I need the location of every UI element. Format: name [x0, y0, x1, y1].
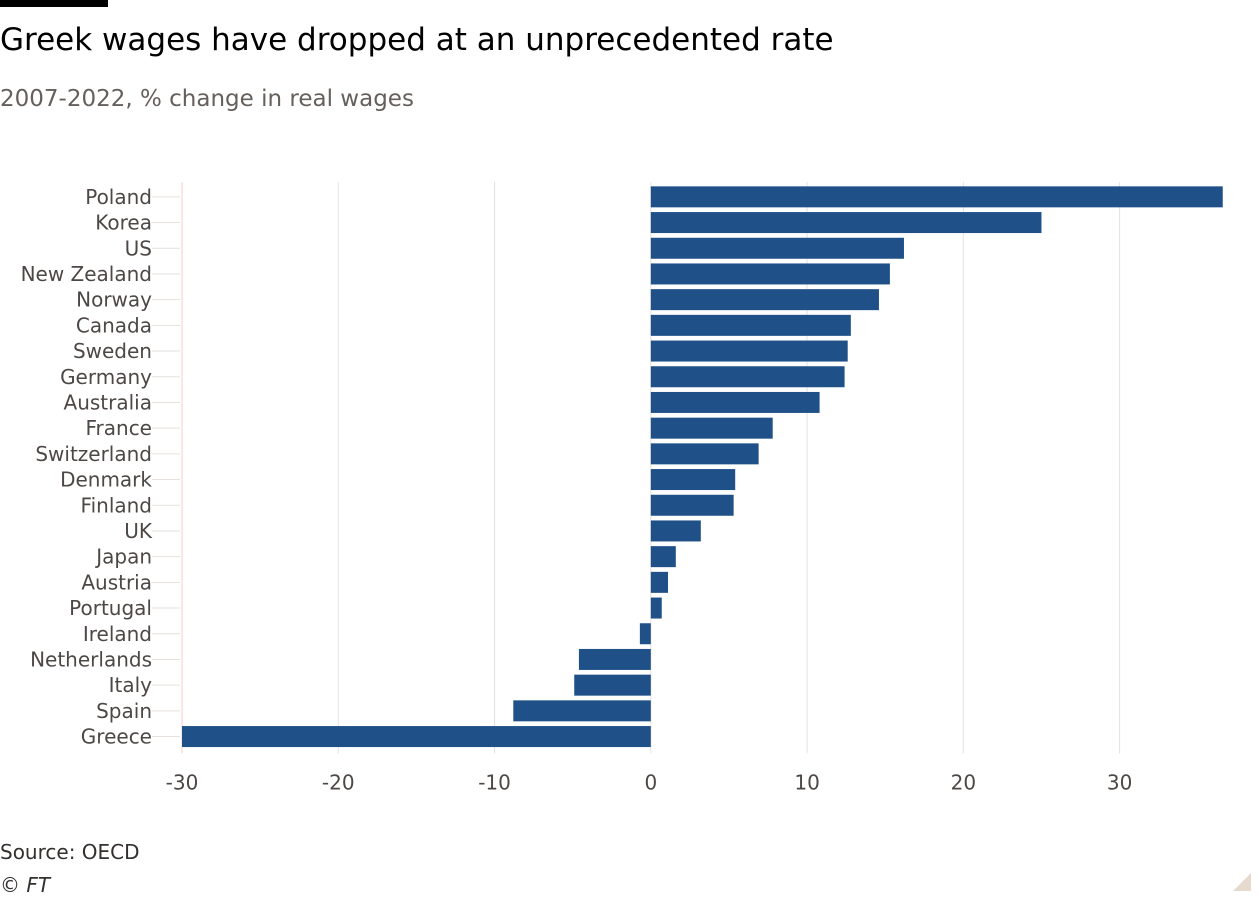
bar-netherlands [578, 648, 651, 670]
top-rule [0, 0, 108, 7]
category-label: Germany [60, 365, 152, 389]
source-note: Source: OECD [0, 840, 140, 864]
corner-mark [1233, 873, 1251, 891]
x-tick-label: -30 [166, 770, 199, 794]
category-label: Ireland [83, 622, 152, 646]
bar-korea [650, 212, 1042, 234]
category-label: Denmark [60, 468, 152, 492]
bar-sweden [650, 340, 848, 362]
category-label: Spain [96, 699, 152, 723]
bar-australia [650, 391, 820, 413]
bar-finland [650, 494, 734, 516]
category-label: Poland [85, 185, 152, 209]
bar-portugal [650, 597, 662, 619]
category-label: Norway [76, 288, 152, 312]
category-label: Netherlands [30, 647, 152, 671]
x-tick-label: 10 [794, 770, 819, 794]
bar-canada [650, 314, 851, 336]
bar-greece [182, 726, 651, 748]
category-label: Portugal [69, 596, 152, 620]
x-tick-label: 0 [644, 770, 657, 794]
bar-switzerland [650, 443, 759, 465]
bar-norway [650, 289, 879, 311]
category-label: Japan [94, 545, 152, 569]
category-label: Australia [64, 390, 152, 414]
x-tick-label: 20 [951, 770, 976, 794]
category-label: Italy [109, 673, 153, 697]
chart-title: Greek wages have dropped at an unprecede… [0, 22, 834, 58]
category-label: New Zealand [21, 262, 152, 286]
bar-japan [650, 546, 676, 568]
chart-subtitle: 2007-2022, % change in real wages [0, 86, 414, 112]
x-tick-label: -20 [322, 770, 355, 794]
category-label: Finland [81, 493, 152, 517]
category-label: Sweden [73, 339, 152, 363]
category-label: US [125, 236, 152, 260]
bar-france [650, 417, 773, 439]
bar-austria [650, 571, 668, 593]
bar-poland [650, 186, 1223, 208]
category-label: Austria [81, 570, 152, 594]
bar-italy [574, 674, 651, 696]
bar-us [650, 237, 904, 259]
category-label: Switzerland [35, 442, 152, 466]
category-label: France [85, 416, 152, 440]
bar-ireland [639, 623, 651, 645]
bar-uk [650, 520, 701, 542]
category-label: Canada [76, 313, 152, 337]
x-tick-label: -10 [478, 770, 511, 794]
bar-new-zealand [650, 263, 890, 285]
category-label: Greece [81, 725, 152, 749]
bar-germany [650, 366, 845, 388]
bar-spain [513, 700, 651, 722]
category-label: Korea [95, 211, 152, 235]
x-tick-label: 30 [1107, 770, 1132, 794]
copyright-note: © FT [0, 873, 51, 897]
bar-denmark [650, 469, 736, 491]
category-label: UK [124, 519, 153, 543]
